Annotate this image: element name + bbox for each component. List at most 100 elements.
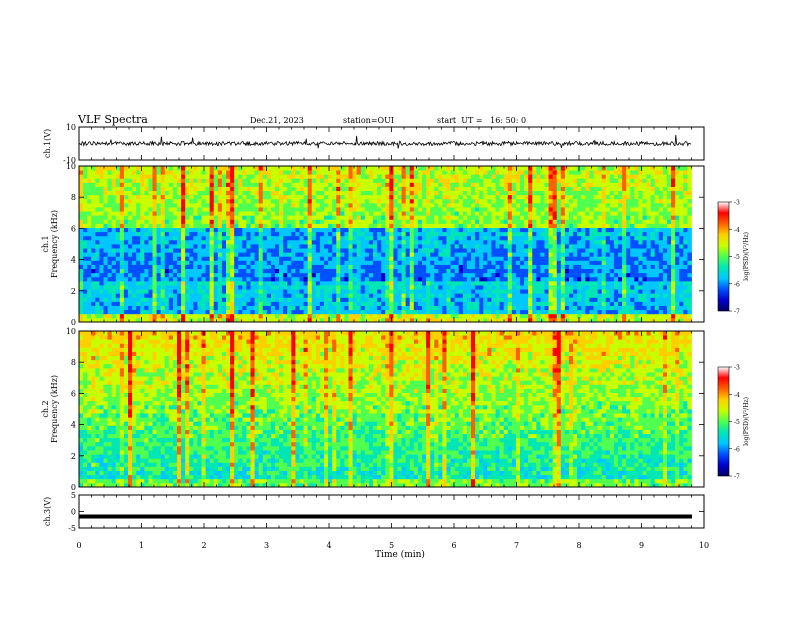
spectrogram-cell (561, 232, 565, 237)
spectrogram-cell (561, 191, 565, 196)
spectrogram-cell (308, 293, 312, 298)
spectrogram-cell (193, 277, 197, 282)
spectrogram-cell (320, 211, 324, 216)
spectrogram-cell (344, 170, 348, 175)
spectrogram-cell (177, 207, 181, 212)
spectrogram-cell (104, 203, 108, 208)
spectrogram-cell (532, 211, 536, 216)
spectrogram-cell (148, 215, 152, 220)
spectrogram-cell (316, 182, 320, 187)
spectrogram-cell (328, 277, 332, 282)
spectrogram-cell (598, 260, 602, 265)
spectrogram-cell (512, 277, 516, 282)
spectrogram-cell (136, 178, 140, 183)
spectrogram-cell (598, 240, 602, 245)
spectrogram-cell (585, 219, 589, 224)
spectrogram-cell (214, 219, 218, 224)
spectrogram-cell (532, 306, 536, 311)
spectrogram-cell (226, 166, 230, 171)
spectrogram-cell (246, 215, 250, 220)
spectrogram-cell (487, 170, 491, 175)
spectrogram-cell (136, 187, 140, 192)
spectrogram-cell (585, 310, 589, 315)
spectrogram-cell (104, 182, 108, 187)
spectrogram-cell (463, 306, 467, 311)
spectrogram-cell (251, 191, 255, 196)
spectrogram-cell (283, 187, 287, 192)
spectrogram-cell (434, 269, 438, 274)
spectrogram-cell (491, 301, 495, 306)
spectrogram-cell (467, 293, 471, 298)
spectrogram-cell (377, 236, 381, 241)
spectrogram-cell (573, 178, 577, 183)
spectrogram-cell (594, 277, 598, 282)
spectrogram-cell (308, 219, 312, 224)
spectrogram-cell (230, 310, 234, 315)
spectrogram-cell (95, 297, 99, 302)
spectrogram-cell (328, 301, 332, 306)
spectrogram-cell (222, 166, 226, 171)
spectrogram-cell (447, 240, 451, 245)
spectrogram-cell (475, 285, 479, 290)
spectrogram-cell (242, 199, 246, 204)
spectrogram-cell (581, 277, 585, 282)
spectrogram-cell (251, 203, 255, 208)
spectrogram-cell (157, 260, 161, 265)
spectrogram-cell (577, 228, 581, 233)
spectrogram-cell (230, 223, 234, 228)
spectrogram-cell (185, 223, 189, 228)
spectrogram-cell (202, 248, 206, 253)
spectrogram-cell (545, 187, 549, 192)
spectrogram-cell (283, 166, 287, 171)
spectrogram-cell (504, 191, 508, 196)
spectrogram-cell (259, 174, 263, 179)
spectrogram-cell (173, 199, 177, 204)
spectrogram-cell (238, 170, 242, 175)
spectrogram-cell (438, 285, 442, 290)
spectrogram-cell (467, 219, 471, 224)
spectrogram-cell (589, 252, 593, 257)
spectrogram-cell (336, 297, 340, 302)
spectrogram-cell (594, 289, 598, 294)
spectrogram-cell (361, 265, 365, 270)
spectrogram-cell (581, 211, 585, 216)
spectrogram-cell (312, 207, 316, 212)
spectrogram-cell (181, 187, 185, 192)
spectrogram-cell (365, 285, 369, 290)
spectrogram-cell (169, 244, 173, 249)
spectrogram-cell (483, 203, 487, 208)
spectrogram-cell (524, 191, 528, 196)
spectrogram-cell (442, 182, 446, 187)
spectrogram-cell (447, 191, 451, 196)
spectrogram-cell (389, 195, 393, 200)
spectrogram-cell (491, 223, 495, 228)
spectrogram-cell (251, 285, 255, 290)
spectrogram-cell (524, 228, 528, 233)
spectrogram-cell (332, 277, 336, 282)
spectrogram-cell (328, 199, 332, 204)
spectrogram-cell (451, 207, 455, 212)
spectrogram-cell (369, 211, 373, 216)
spectrogram-cell (304, 199, 308, 204)
spectrogram-cell (369, 269, 373, 274)
spectrogram-cell (242, 232, 246, 237)
spectrogram-cell (157, 252, 161, 257)
spectrogram-cell (79, 256, 83, 261)
spectrogram-cell (120, 219, 124, 224)
spectrogram-cell (385, 203, 389, 208)
spectrogram-cell (442, 297, 446, 302)
spectrogram-cell (95, 289, 99, 294)
spectrogram-cell (136, 240, 140, 245)
spectrogram-cell (226, 215, 230, 220)
spectrogram-cell (283, 265, 287, 270)
spectrogram-cell (447, 211, 451, 216)
spectrogram-cell (500, 223, 504, 228)
spectrogram-cell (434, 203, 438, 208)
spectrogram-cell (438, 265, 442, 270)
spectrogram-cell (291, 232, 295, 237)
spectrogram-cell (381, 178, 385, 183)
start-time-label: start UT = 16: 50: 0 (437, 116, 526, 125)
spectrogram-cell (594, 273, 598, 278)
spectrogram-cell (120, 166, 124, 171)
spectrogram-cell (594, 219, 598, 224)
